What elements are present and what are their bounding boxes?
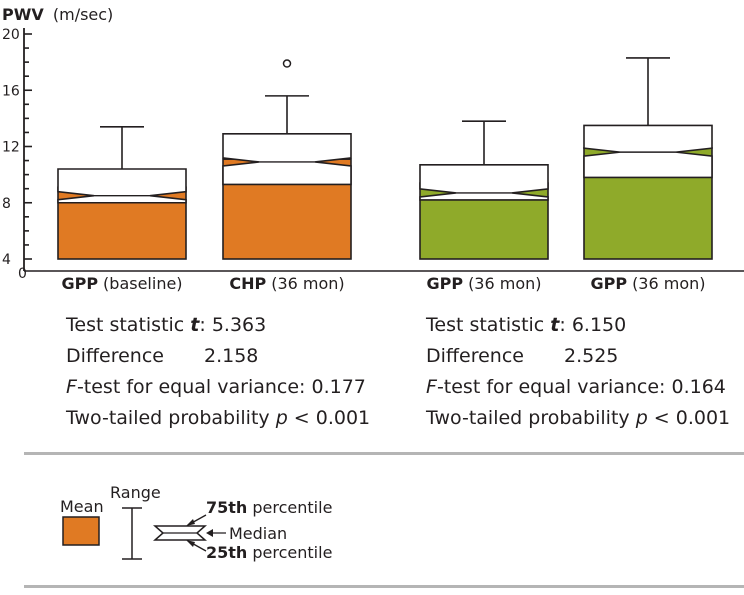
category-label: CHP (36 mon) — [229, 274, 344, 293]
y-tick-label: 16 — [2, 83, 20, 99]
stat-left-diff-label: Difference — [66, 345, 164, 367]
iqr-box — [419, 163, 549, 201]
divider-bottom — [24, 585, 744, 588]
stat-right-p: Two-tailed probability p < 0.001 — [425, 407, 730, 429]
stat-left-p: Two-tailed probability p < 0.001 — [65, 407, 370, 429]
stats-right: Test statistic t: 6.150 Difference 2.525… — [425, 314, 730, 429]
iqr-box — [222, 133, 352, 186]
y-tick-label: 20 — [2, 27, 20, 43]
y-tick-label: 8 — [2, 196, 11, 212]
legend-mean-label: Mean — [60, 497, 104, 516]
stat-right-f: F-test for equal variance: 0.164 — [426, 376, 726, 398]
legend-median-arrowhead — [206, 529, 213, 537]
stat-left-diff-value: 2.158 — [204, 345, 258, 367]
iqr-box — [583, 124, 713, 179]
legend-mean-swatch — [62, 516, 100, 546]
box-group — [583, 57, 713, 260]
y-tick-label: 4 — [2, 252, 11, 268]
iqr-box — [57, 168, 187, 204]
legend-p25-arrowhead — [186, 540, 195, 547]
outlier-point — [282, 59, 292, 68]
stats-left: Test statistic t: 5.363 Difference 2.158… — [65, 314, 370, 429]
box-group — [222, 59, 352, 260]
stat-left-t: Test statistic t: 5.363 — [65, 314, 266, 336]
y-axis-title: PWV (m/sec) — [2, 5, 113, 24]
legend-range-label: Range — [110, 483, 161, 502]
legend: Mean Range 75th percentile Median 25th p… — [60, 483, 332, 562]
stat-right-diff-label: Difference — [426, 345, 524, 367]
divider-top — [24, 452, 744, 455]
stat-right-diff-value: 2.525 — [564, 345, 618, 367]
category-label: GPP (36 mon) — [426, 274, 541, 293]
category-labels: GPP (baseline) CHP (36 mon) GPP (36 mon) GPP (3… — [61, 274, 705, 293]
y-tick-label: 12 — [2, 140, 20, 156]
legend-p75-label: 75th percentile — [206, 498, 332, 517]
category-label: GPP (baseline) — [61, 274, 182, 293]
box-group — [57, 126, 187, 260]
axis-layer: 4 8 12 16 20 — [2, 27, 744, 272]
box-layer — [57, 57, 713, 260]
legend-median-label: Median — [229, 524, 287, 543]
stat-left-f: F-test for equal variance: 0.177 — [66, 376, 366, 398]
legend-p25-label: 25th percentile — [206, 543, 332, 562]
origin-label: 0 — [18, 266, 27, 282]
box-group — [419, 120, 549, 260]
stat-right-t: Test statistic t: 6.150 — [425, 314, 626, 336]
category-label: GPP (36 mon) — [590, 274, 705, 293]
legend-p75-arrowhead — [186, 519, 195, 526]
